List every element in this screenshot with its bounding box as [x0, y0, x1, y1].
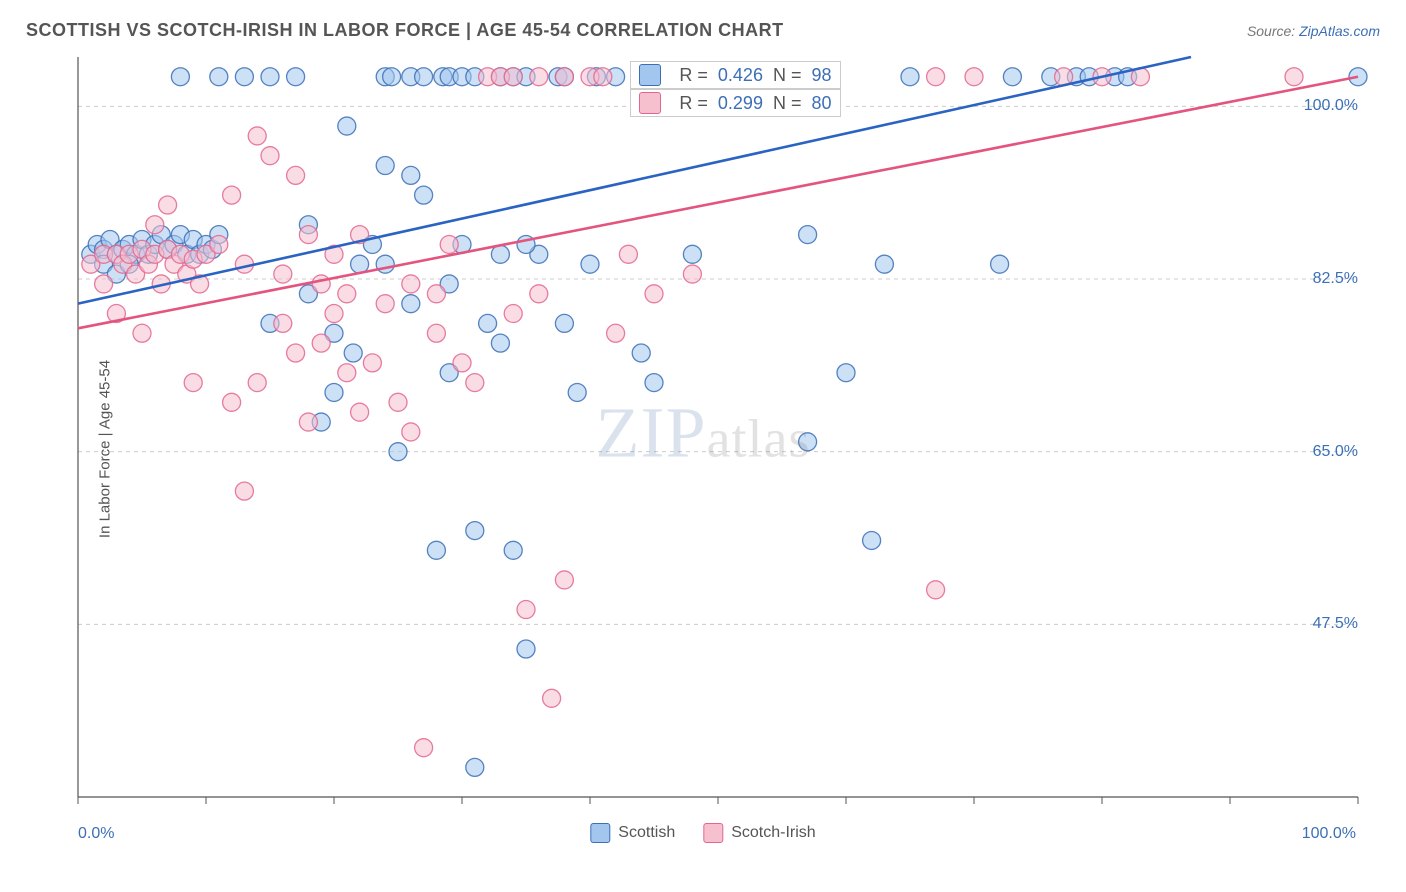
y-tick-label: 47.5% — [1313, 615, 1358, 633]
legend-item-scotch-irish: Scotch-Irish — [703, 823, 815, 843]
stat-n-value: 80 — [811, 93, 831, 114]
stat-swatch — [639, 64, 661, 86]
stat-swatch — [639, 92, 661, 114]
stat-r-value: 0.426 — [718, 65, 763, 86]
series-legend: Scottish Scotch-Irish — [590, 823, 815, 843]
x-tick-label-max: 100.0% — [1302, 825, 1356, 843]
stat-r-value: 0.299 — [718, 93, 763, 114]
legend-item-scottish: Scottish — [590, 823, 675, 843]
source-link[interactable]: ZipAtlas.com — [1299, 23, 1380, 39]
plot-area: In Labor Force | Age 45-54 ZIPatlas 100.… — [20, 49, 1386, 849]
statistics-legend: R = 0.426 N = 98 R = 0.299 N = 80 — [628, 59, 842, 119]
legend-swatch — [703, 823, 723, 843]
stat-row: R = 0.299 N = 80 — [630, 89, 840, 117]
source-attribution: Source: ZipAtlas.com — [1247, 23, 1380, 39]
source-prefix: Source: — [1247, 23, 1299, 39]
legend-label: Scottish — [618, 824, 675, 841]
stat-r-label: R = — [679, 65, 708, 86]
y-tick-label: 65.0% — [1313, 443, 1358, 461]
y-tick-label: 100.0% — [1304, 97, 1358, 115]
stat-r-label: R = — [679, 93, 708, 114]
legend-swatch — [590, 823, 610, 843]
x-tick-label-min: 0.0% — [78, 825, 114, 843]
stat-n-label: N = — [773, 93, 802, 114]
stat-n-label: N = — [773, 65, 802, 86]
legend-label: Scotch-Irish — [731, 824, 815, 841]
scatter-chart — [20, 49, 1386, 809]
y-tick-label: 82.5% — [1313, 270, 1358, 288]
y-axis-label: In Labor Force | Age 45-54 — [97, 360, 114, 538]
chart-title: SCOTTISH VS SCOTCH-IRISH IN LABOR FORCE … — [26, 20, 784, 41]
stat-n-value: 98 — [811, 65, 831, 86]
stat-row: R = 0.426 N = 98 — [630, 61, 840, 89]
